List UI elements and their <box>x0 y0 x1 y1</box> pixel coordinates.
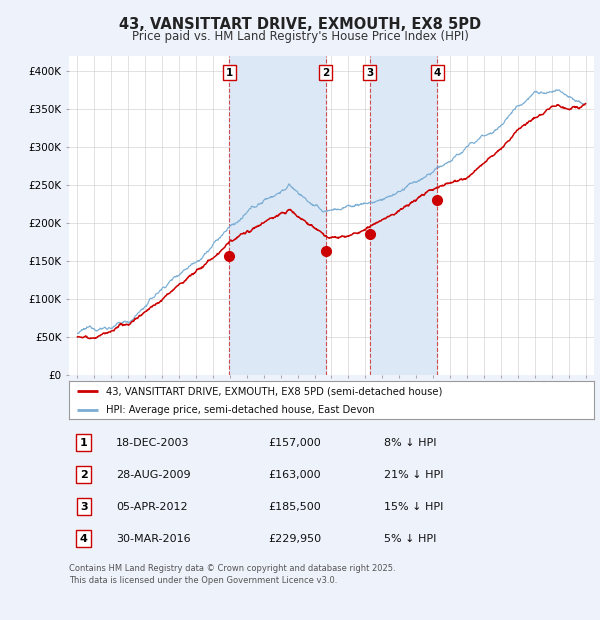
Text: 3: 3 <box>367 68 374 78</box>
Text: 15% ↓ HPI: 15% ↓ HPI <box>384 502 443 512</box>
Text: £157,000: £157,000 <box>269 438 321 448</box>
Text: HPI: Average price, semi-detached house, East Devon: HPI: Average price, semi-detached house,… <box>106 405 374 415</box>
Text: 3: 3 <box>80 502 88 512</box>
Text: 21% ↓ HPI: 21% ↓ HPI <box>384 469 443 480</box>
Text: 1: 1 <box>226 68 233 78</box>
Text: 8% ↓ HPI: 8% ↓ HPI <box>384 438 437 448</box>
Text: £229,950: £229,950 <box>269 534 322 544</box>
Text: £163,000: £163,000 <box>269 469 321 480</box>
Text: 5% ↓ HPI: 5% ↓ HPI <box>384 534 436 544</box>
Text: £185,500: £185,500 <box>269 502 321 512</box>
Text: 30-MAR-2016: 30-MAR-2016 <box>116 534 191 544</box>
Text: 18-DEC-2003: 18-DEC-2003 <box>116 438 190 448</box>
Text: 28-AUG-2009: 28-AUG-2009 <box>116 469 191 480</box>
Text: 05-APR-2012: 05-APR-2012 <box>116 502 188 512</box>
Bar <box>229 56 326 375</box>
Text: 2: 2 <box>322 68 329 78</box>
Text: 43, VANSITTART DRIVE, EXMOUTH, EX8 5PD: 43, VANSITTART DRIVE, EXMOUTH, EX8 5PD <box>119 17 481 32</box>
Bar <box>370 56 437 375</box>
Text: 43, VANSITTART DRIVE, EXMOUTH, EX8 5PD (semi-detached house): 43, VANSITTART DRIVE, EXMOUTH, EX8 5PD (… <box>106 386 442 396</box>
Text: 4: 4 <box>434 68 441 78</box>
Text: Contains HM Land Registry data © Crown copyright and database right 2025.
This d: Contains HM Land Registry data © Crown c… <box>69 564 395 585</box>
Text: 4: 4 <box>80 534 88 544</box>
Text: 1: 1 <box>80 438 88 448</box>
Text: 2: 2 <box>80 469 88 480</box>
Text: Price paid vs. HM Land Registry's House Price Index (HPI): Price paid vs. HM Land Registry's House … <box>131 30 469 43</box>
